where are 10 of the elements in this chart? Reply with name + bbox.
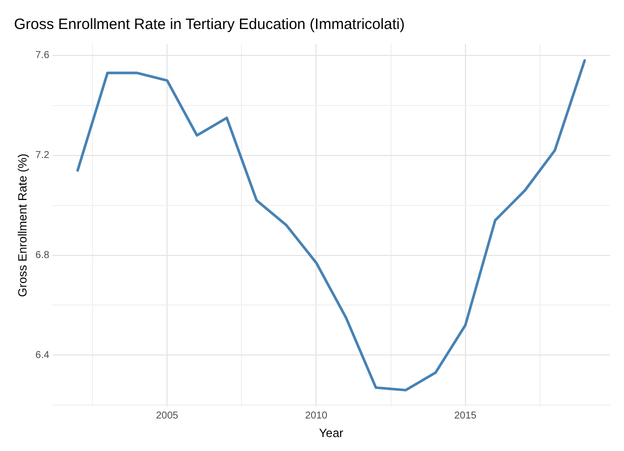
y-tick-label: 7.2 bbox=[35, 150, 50, 162]
chart-title: Gross Enrollment Rate in Tertiary Education (Immatricolati) bbox=[14, 16, 405, 34]
x-tick-label: 2010 bbox=[305, 410, 328, 422]
x-axis-title: Year bbox=[319, 426, 344, 440]
x-tick-label: 2015 bbox=[454, 410, 477, 422]
y-tick-label: 6.8 bbox=[35, 250, 50, 262]
y-axis-title: Gross Enrollment Rate (%) bbox=[16, 154, 30, 297]
x-tick-label: 2005 bbox=[156, 410, 179, 422]
y-tick-label: 7.6 bbox=[35, 50, 50, 62]
y-tick-label: 6.4 bbox=[35, 350, 50, 361]
